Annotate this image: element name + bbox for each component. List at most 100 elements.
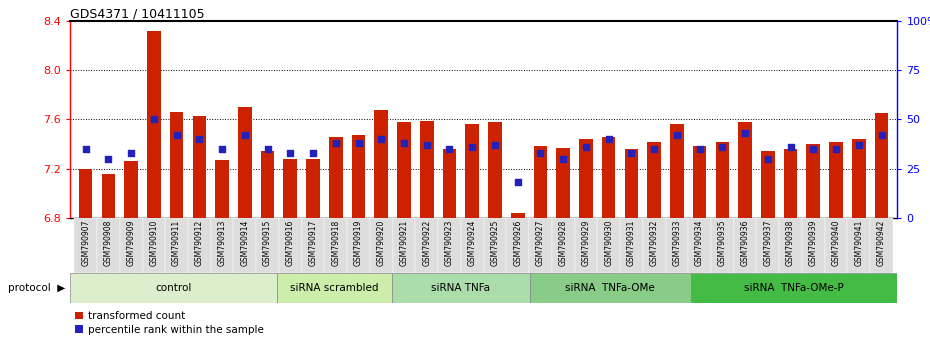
Text: GSM790908: GSM790908 bbox=[104, 219, 113, 266]
Text: GSM790907: GSM790907 bbox=[81, 219, 90, 266]
Text: GSM790914: GSM790914 bbox=[240, 219, 249, 266]
Text: GSM790918: GSM790918 bbox=[331, 219, 340, 266]
Bar bbox=[693, 147, 707, 218]
Bar bbox=[511, 213, 525, 218]
Bar bbox=[484, 218, 506, 273]
Text: GSM790919: GSM790919 bbox=[354, 219, 363, 266]
Bar bbox=[666, 218, 688, 273]
Bar bbox=[276, 273, 392, 303]
Text: GSM790941: GSM790941 bbox=[855, 219, 863, 266]
Point bbox=[396, 140, 411, 146]
Bar bbox=[325, 218, 347, 273]
Text: GSM790910: GSM790910 bbox=[150, 219, 158, 266]
Point bbox=[783, 144, 798, 150]
Bar bbox=[756, 218, 779, 273]
Bar bbox=[529, 218, 551, 273]
Bar bbox=[70, 273, 276, 303]
Bar bbox=[392, 218, 416, 273]
Point bbox=[352, 140, 366, 146]
Point bbox=[260, 146, 275, 152]
Point bbox=[851, 142, 866, 148]
Text: GSM790942: GSM790942 bbox=[877, 219, 886, 266]
Bar bbox=[215, 160, 229, 218]
Point bbox=[578, 144, 593, 150]
Bar bbox=[506, 218, 529, 273]
Bar bbox=[761, 152, 775, 218]
Text: GSM790938: GSM790938 bbox=[786, 219, 795, 266]
Bar bbox=[260, 152, 274, 218]
Bar bbox=[597, 218, 620, 273]
Point bbox=[306, 150, 321, 156]
Bar bbox=[825, 218, 847, 273]
Bar bbox=[170, 112, 183, 218]
Bar bbox=[734, 218, 756, 273]
Bar bbox=[643, 218, 666, 273]
Point bbox=[101, 156, 116, 161]
Bar bbox=[420, 121, 433, 218]
Bar bbox=[620, 218, 643, 273]
Bar bbox=[347, 218, 370, 273]
Legend: transformed count, percentile rank within the sample: transformed count, percentile rank withi… bbox=[75, 312, 264, 335]
Point bbox=[874, 132, 889, 138]
Bar bbox=[284, 159, 298, 218]
Bar bbox=[852, 139, 866, 218]
Text: GSM790931: GSM790931 bbox=[627, 219, 636, 266]
Bar bbox=[306, 159, 320, 218]
Text: GSM790920: GSM790920 bbox=[377, 219, 386, 266]
Bar bbox=[329, 137, 342, 218]
Point bbox=[601, 136, 616, 142]
Text: GSM790929: GSM790929 bbox=[581, 219, 591, 266]
Point bbox=[374, 136, 389, 142]
Text: GSM790930: GSM790930 bbox=[604, 219, 613, 266]
Bar bbox=[465, 124, 479, 218]
Bar bbox=[166, 218, 188, 273]
Bar bbox=[443, 149, 457, 218]
Point bbox=[124, 150, 139, 156]
Bar bbox=[670, 124, 684, 218]
Text: GSM790921: GSM790921 bbox=[400, 219, 408, 266]
Bar bbox=[101, 173, 115, 218]
Bar bbox=[392, 273, 529, 303]
Text: GSM790939: GSM790939 bbox=[809, 219, 817, 266]
Bar bbox=[438, 218, 461, 273]
Bar bbox=[579, 139, 592, 218]
Point bbox=[78, 146, 93, 152]
Bar bbox=[806, 144, 820, 218]
Bar bbox=[188, 218, 211, 273]
Text: GDS4371 / 10411105: GDS4371 / 10411105 bbox=[70, 7, 205, 20]
Text: protocol  ▶: protocol ▶ bbox=[7, 282, 65, 293]
Bar bbox=[711, 218, 734, 273]
Bar bbox=[830, 142, 843, 218]
Text: GSM790935: GSM790935 bbox=[718, 219, 727, 266]
Text: control: control bbox=[155, 282, 192, 293]
Text: siRNA scrambled: siRNA scrambled bbox=[290, 282, 379, 293]
Bar bbox=[142, 218, 166, 273]
Point bbox=[715, 144, 730, 150]
Point bbox=[169, 132, 184, 138]
Text: GSM790915: GSM790915 bbox=[263, 219, 272, 266]
Point bbox=[761, 156, 776, 161]
Text: GSM790917: GSM790917 bbox=[309, 219, 317, 266]
Text: GSM790927: GSM790927 bbox=[536, 219, 545, 266]
Point bbox=[283, 150, 298, 156]
Point bbox=[737, 130, 752, 136]
Bar bbox=[688, 218, 711, 273]
Bar bbox=[238, 107, 252, 218]
Bar bbox=[211, 218, 233, 273]
Text: GSM790923: GSM790923 bbox=[445, 219, 454, 266]
Bar bbox=[551, 218, 575, 273]
Bar bbox=[715, 142, 729, 218]
Text: siRNA  TNFa-OMe: siRNA TNFa-OMe bbox=[565, 282, 655, 293]
Bar bbox=[397, 122, 411, 218]
Point bbox=[237, 132, 252, 138]
Text: GSM790937: GSM790937 bbox=[764, 219, 772, 266]
Point bbox=[511, 179, 525, 185]
Bar bbox=[256, 218, 279, 273]
Bar bbox=[870, 218, 893, 273]
Text: GSM790912: GSM790912 bbox=[195, 219, 204, 266]
Bar bbox=[534, 147, 547, 218]
Bar bbox=[125, 161, 138, 218]
Bar bbox=[416, 218, 438, 273]
Point bbox=[670, 132, 684, 138]
Text: GSM790909: GSM790909 bbox=[126, 219, 136, 266]
